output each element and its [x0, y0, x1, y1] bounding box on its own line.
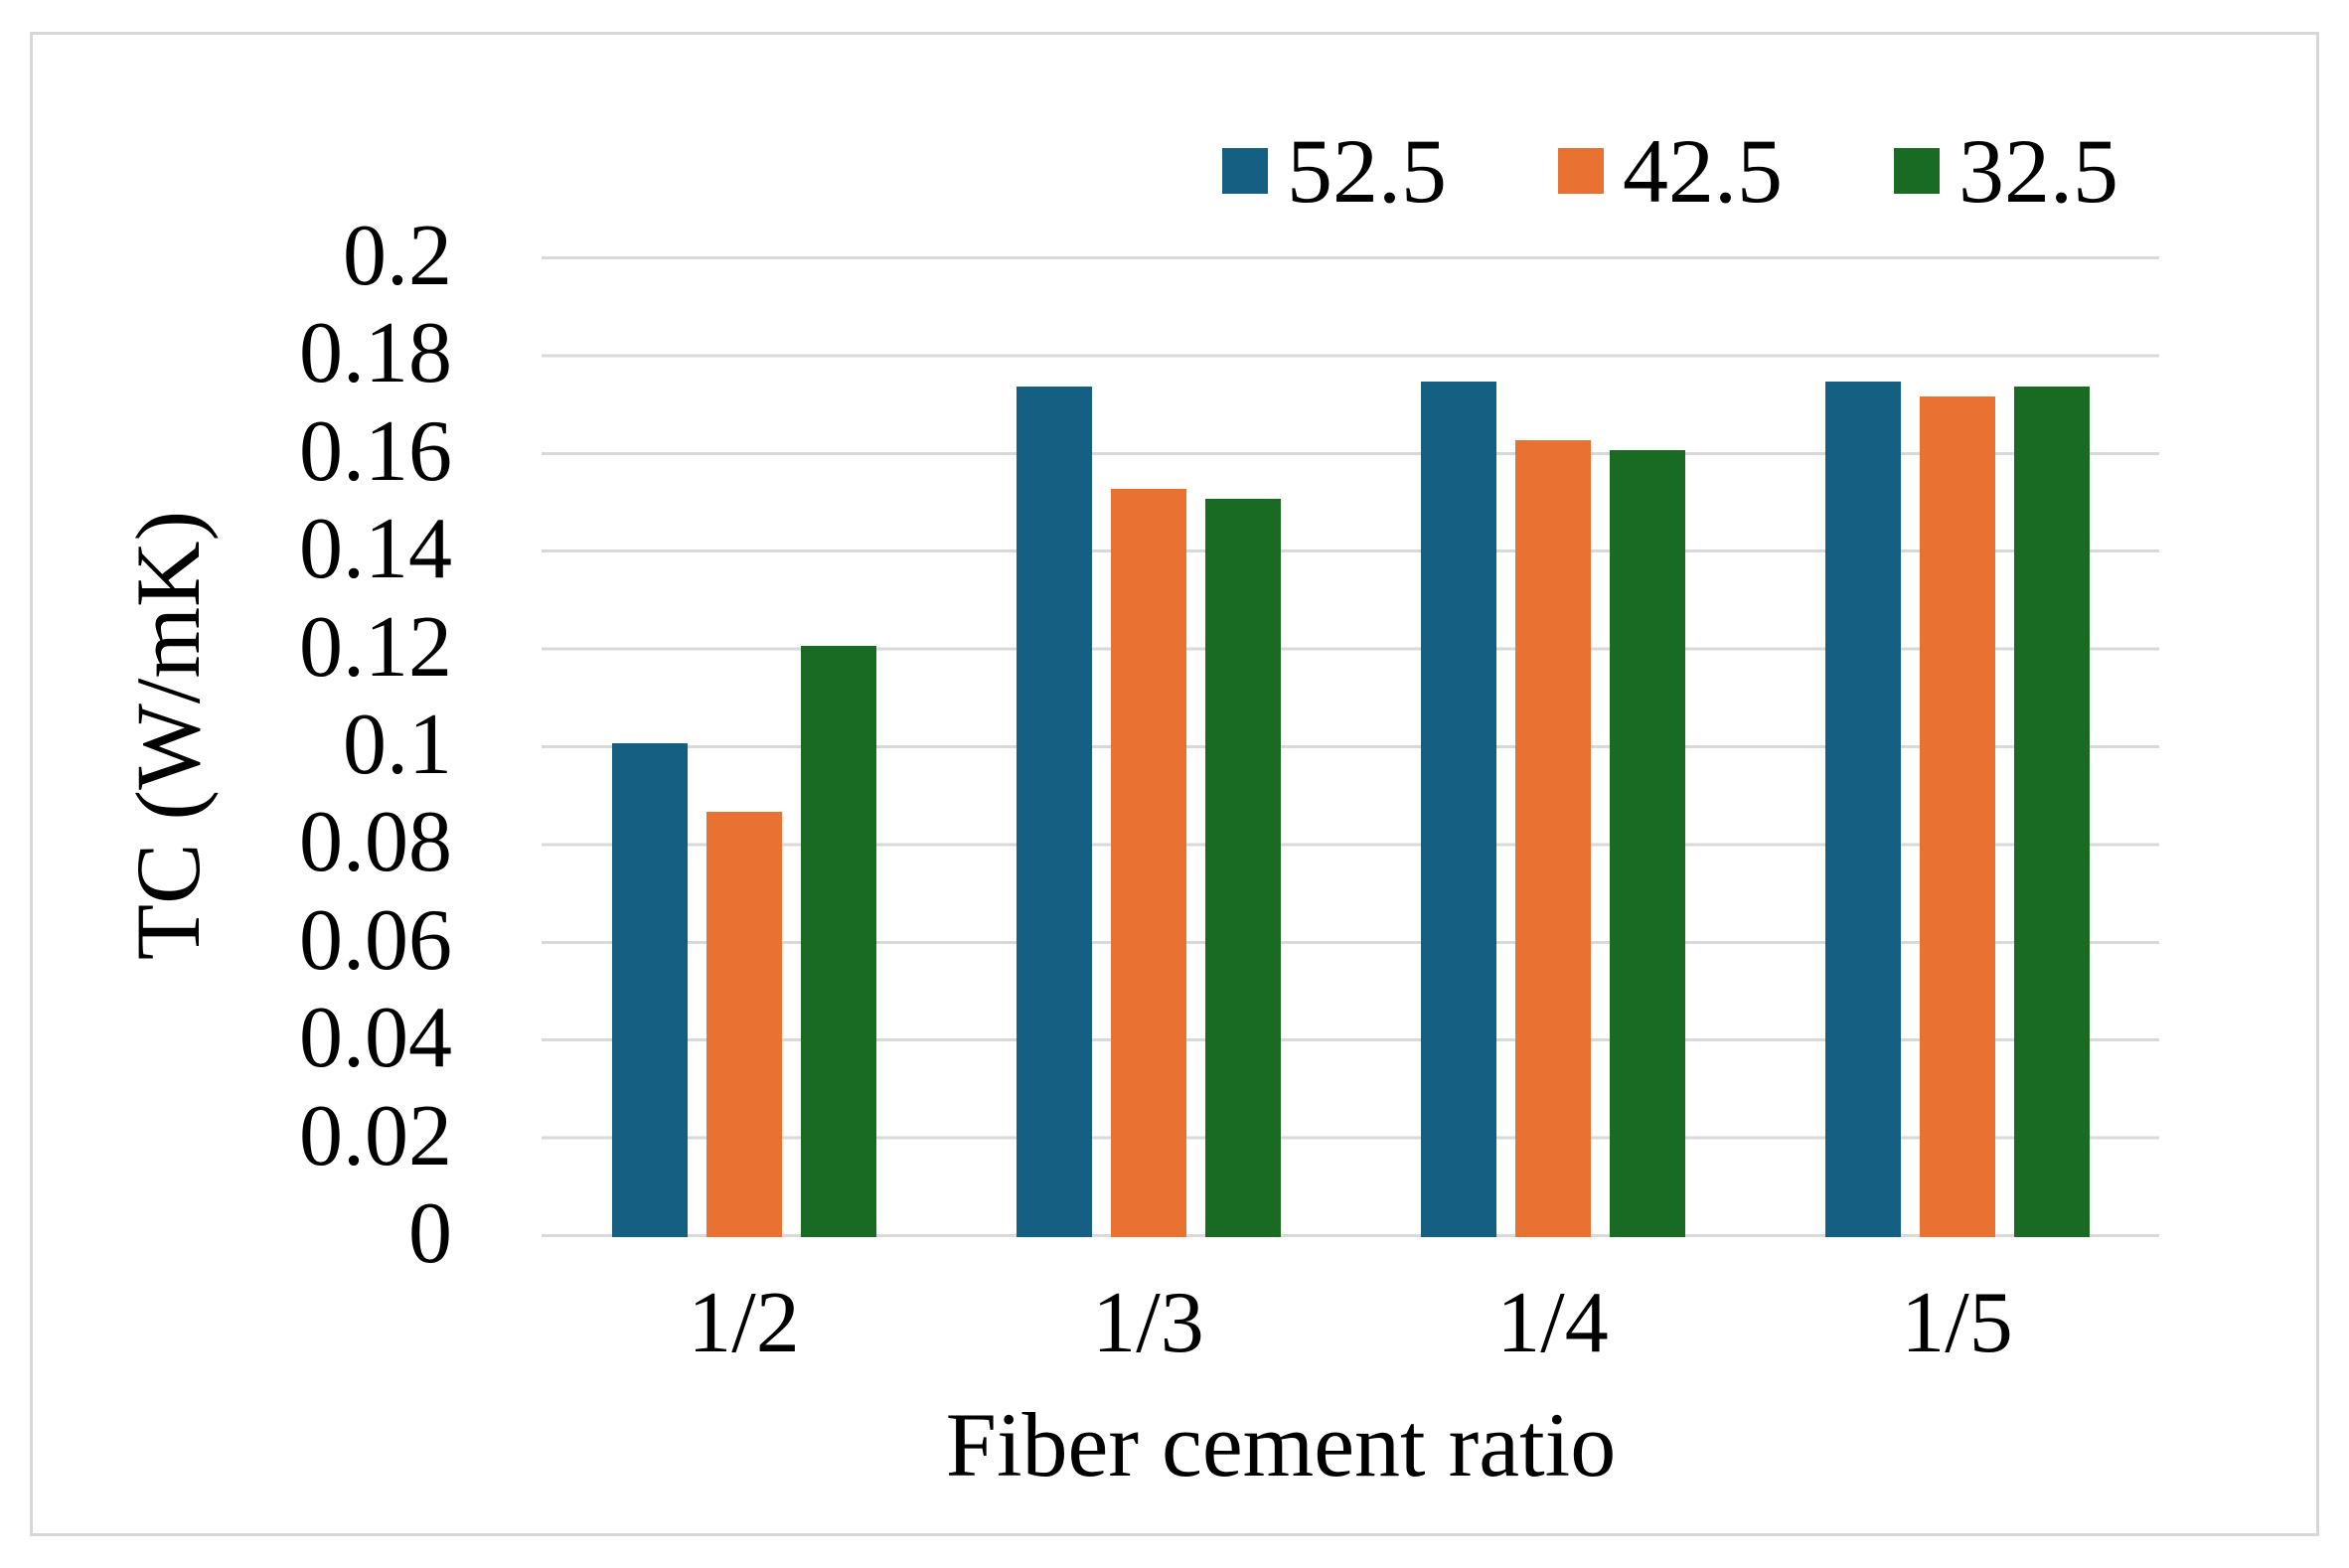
- bar: [1514, 440, 1591, 1237]
- y-tick-label: 0.02: [299, 1087, 452, 1184]
- legend-label: 42.5: [1623, 120, 1783, 222]
- legend-swatch: [1222, 148, 1268, 194]
- legend-label: 32.5: [1958, 120, 2118, 222]
- bar: [611, 743, 688, 1237]
- bar: [800, 645, 876, 1237]
- legend-swatch: [1894, 148, 1940, 194]
- bar-group: [542, 259, 946, 1237]
- legend: 52.5 42.5 32.5: [1222, 125, 2118, 217]
- x-tick-label: 1/4: [1496, 1275, 1609, 1371]
- bar-group: [1755, 259, 2159, 1237]
- bar: [1824, 382, 1901, 1237]
- y-tick-label: 0.2: [343, 208, 452, 304]
- x-axis-labels: 1/2 1/3 1/4 1/5: [542, 1280, 2159, 1367]
- x-tick-label: 1/3: [1092, 1275, 1204, 1371]
- legend-entry: 32.5: [1894, 125, 2118, 217]
- bar-group: [946, 259, 1350, 1237]
- y-tick-label: 0.06: [299, 891, 452, 989]
- y-axis-ticks: 0.2 0.18 0.16 0.14 0.12 0.1 0.08 0.06 0.04 0.02 0: [0, 213, 452, 1278]
- x-axis-title: Fiber cement ratio: [945, 1394, 1617, 1495]
- legend-entry: 42.5: [1558, 125, 1783, 217]
- y-tick-label: 0.16: [299, 402, 452, 500]
- bar: [2013, 386, 2090, 1237]
- y-tick-label: 0.12: [299, 598, 452, 696]
- y-tick-label: 0.14: [299, 501, 452, 598]
- bar: [1609, 449, 1685, 1237]
- x-tick-label: 1/2: [688, 1275, 800, 1371]
- x-tick-label: 1/5: [1901, 1275, 2013, 1371]
- bar-group: [1350, 259, 1755, 1237]
- bar: [705, 811, 782, 1237]
- legend-swatch: [1558, 148, 1604, 194]
- y-tick-label: 0.08: [299, 794, 452, 891]
- y-tick-label: 0: [408, 1185, 452, 1282]
- legend-entry: 52.5: [1222, 125, 1447, 217]
- bar: [1016, 386, 1092, 1237]
- y-tick-label: 0.1: [343, 697, 452, 793]
- legend-label: 52.5: [1287, 120, 1447, 222]
- plot-area: [542, 256, 2159, 1237]
- bar: [1110, 489, 1186, 1237]
- bar: [1204, 499, 1281, 1237]
- y-tick-label: 0.18: [299, 305, 452, 402]
- bar: [1919, 395, 1995, 1237]
- bar: [1420, 382, 1496, 1237]
- y-tick-label: 0.04: [299, 990, 452, 1087]
